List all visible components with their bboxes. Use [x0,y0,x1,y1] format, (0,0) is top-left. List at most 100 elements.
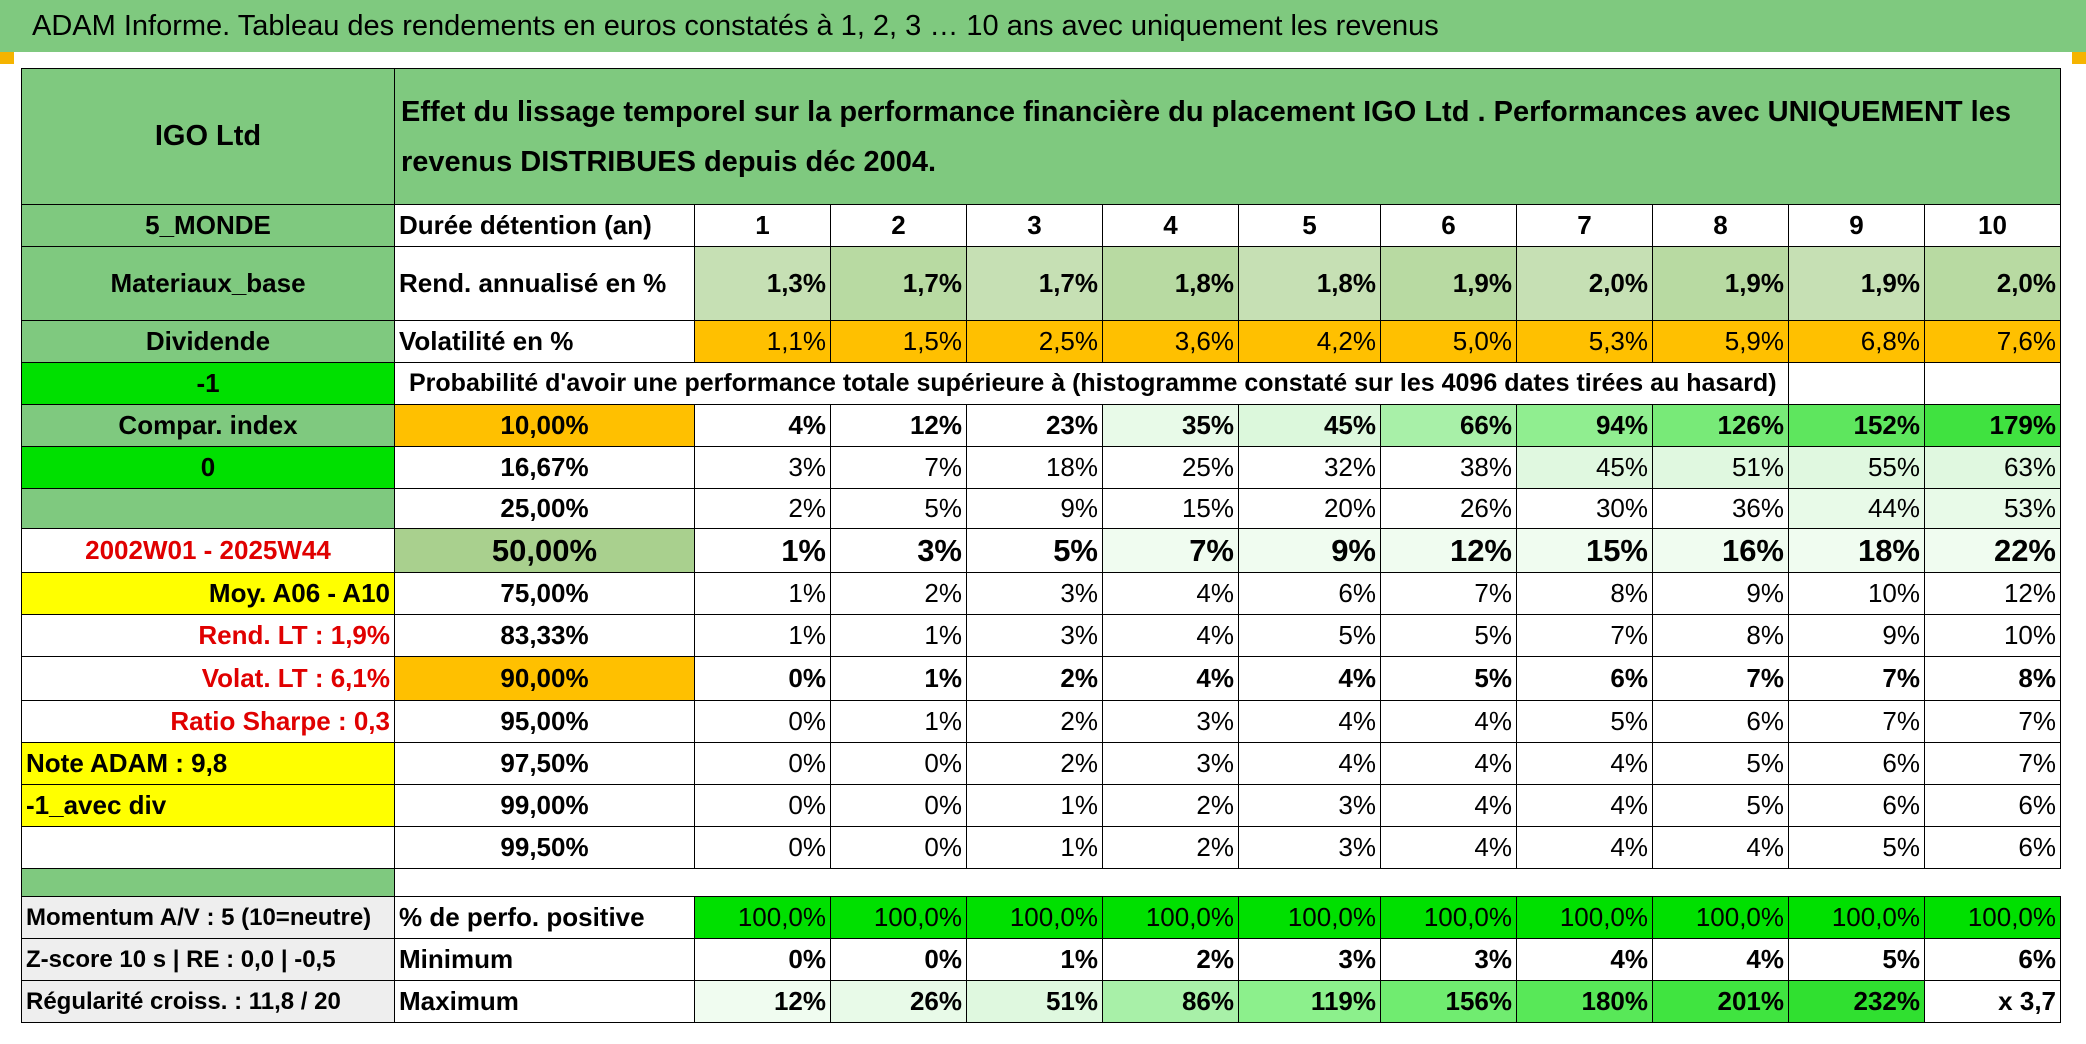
probability-value: 3% [694,446,831,489]
probability-value: 25% [1102,446,1239,489]
probability-value: 5% [1652,784,1789,827]
volat-lt-label: Volat. LT : 6,1% [21,656,395,701]
probability-value: 1% [694,572,831,615]
year-header: 8 [1652,204,1789,247]
empty-cell [1924,362,2061,405]
maximum-value: 201% [1652,980,1789,1023]
rend-value: 1,8% [1238,246,1381,321]
probability-value: 12% [1924,572,2061,615]
probability-value: 12% [830,404,967,447]
sector-label: Materiaux_base [21,246,395,321]
probability-value: 3% [1238,826,1381,869]
probability-value: 26% [1380,488,1517,529]
year-header: 5 [1238,204,1381,247]
corner-marker-right [2072,52,2086,64]
probability-value: 6% [1652,700,1789,743]
volat-value: 5,9% [1652,320,1789,363]
probability-value: 53% [1924,488,2061,529]
div-label: -1_avec div [21,784,395,827]
probability-value: 10% [1924,614,2061,657]
probability-value: 0% [694,700,831,743]
probability-value: 7% [830,446,967,489]
positive-value: 100,0% [1380,896,1517,939]
probability-value: 4% [1516,742,1653,785]
maximum-value: 180% [1516,980,1653,1023]
proba-description: Probabilité d'avoir une performance tota… [394,362,1789,405]
probability-value: 4% [1380,826,1517,869]
probability-value: 51% [1652,446,1789,489]
probability-value: 7% [1788,656,1925,701]
rend-value: 2,0% [1516,246,1653,321]
probability-value: 7% [1924,700,2061,743]
probability-value: 2% [966,700,1103,743]
year-header: 2 [830,204,967,247]
probability-value: 35% [1102,404,1239,447]
probability-value: 0% [694,784,831,827]
period-label: 2002W01 - 2025W44 [21,528,395,573]
rend-value: 1,3% [694,246,831,321]
volat-value: 1,1% [694,320,831,363]
probability-value: 1% [830,614,967,657]
minimum-value: 3% [1380,938,1517,981]
year-header: 3 [966,204,1103,247]
probability-value: 4% [1102,572,1239,615]
year-header: 6 [1380,204,1517,247]
probability-value: 6% [1788,784,1925,827]
probability-value: 30% [1516,488,1653,529]
probability-value: 8% [1516,572,1653,615]
minimum-value: 3% [1238,938,1381,981]
maximum-value: 26% [830,980,967,1023]
region-label: 5_MONDE [21,204,395,247]
year-header: 7 [1516,204,1653,247]
volat-value: 6,8% [1788,320,1925,363]
positive-value: 100,0% [966,896,1103,939]
probability-value: 5% [1380,656,1517,701]
probability-value: 6% [1238,572,1381,615]
probability-value: 3% [966,614,1103,657]
probability-value: 7% [1102,528,1239,573]
probability-value: 4% [1102,656,1239,701]
minimum-value: 2% [1102,938,1239,981]
probability-value: 4% [1238,742,1381,785]
rend-value: 1,7% [966,246,1103,321]
probability-value: 4% [1516,826,1653,869]
probability-threshold: 16,67% [394,446,695,489]
positive-value: 100,0% [1788,896,1925,939]
probability-value: 66% [1380,404,1517,447]
probability-value: 9% [966,488,1103,529]
probability-value: 9% [1788,614,1925,657]
positive-value: 100,0% [1238,896,1381,939]
volat-value: 3,6% [1102,320,1239,363]
probability-value: 4% [1652,826,1789,869]
table-description: Effet du lissage temporel sur la perform… [394,68,2061,205]
probability-value: 45% [1516,446,1653,489]
minimum-value: 0% [830,938,967,981]
probability-value: 3% [830,528,967,573]
year-header: 1 [694,204,831,247]
probability-value: 5% [1788,826,1925,869]
probability-value: 3% [1102,742,1239,785]
probability-value: 2% [1102,826,1239,869]
probability-value: 4% [1238,656,1381,701]
probability-threshold: 25,00% [394,488,695,529]
probability-value: 126% [1652,404,1789,447]
probability-value: 18% [966,446,1103,489]
probability-value: 7% [1380,572,1517,615]
rend-value: 1,9% [1788,246,1925,321]
probability-value: 4% [694,404,831,447]
probability-value: 8% [1652,614,1789,657]
probability-value: 2% [966,742,1103,785]
sharpe-label: Ratio Sharpe : 0,3 [21,700,395,743]
probability-value: 22% [1924,528,2061,573]
year-header: 4 [1102,204,1239,247]
rend-value: 1,8% [1102,246,1239,321]
positive-value: 100,0% [694,896,831,939]
corner-marker-left [0,52,14,64]
probability-value: 7% [1788,700,1925,743]
probability-value: 20% [1238,488,1381,529]
note-adam-label: Note ADAM : 9,8 [21,742,395,785]
maximum-value: 232% [1788,980,1925,1023]
probability-value: 0% [694,742,831,785]
positive-value: 100,0% [1652,896,1789,939]
probability-value: 4% [1238,700,1381,743]
